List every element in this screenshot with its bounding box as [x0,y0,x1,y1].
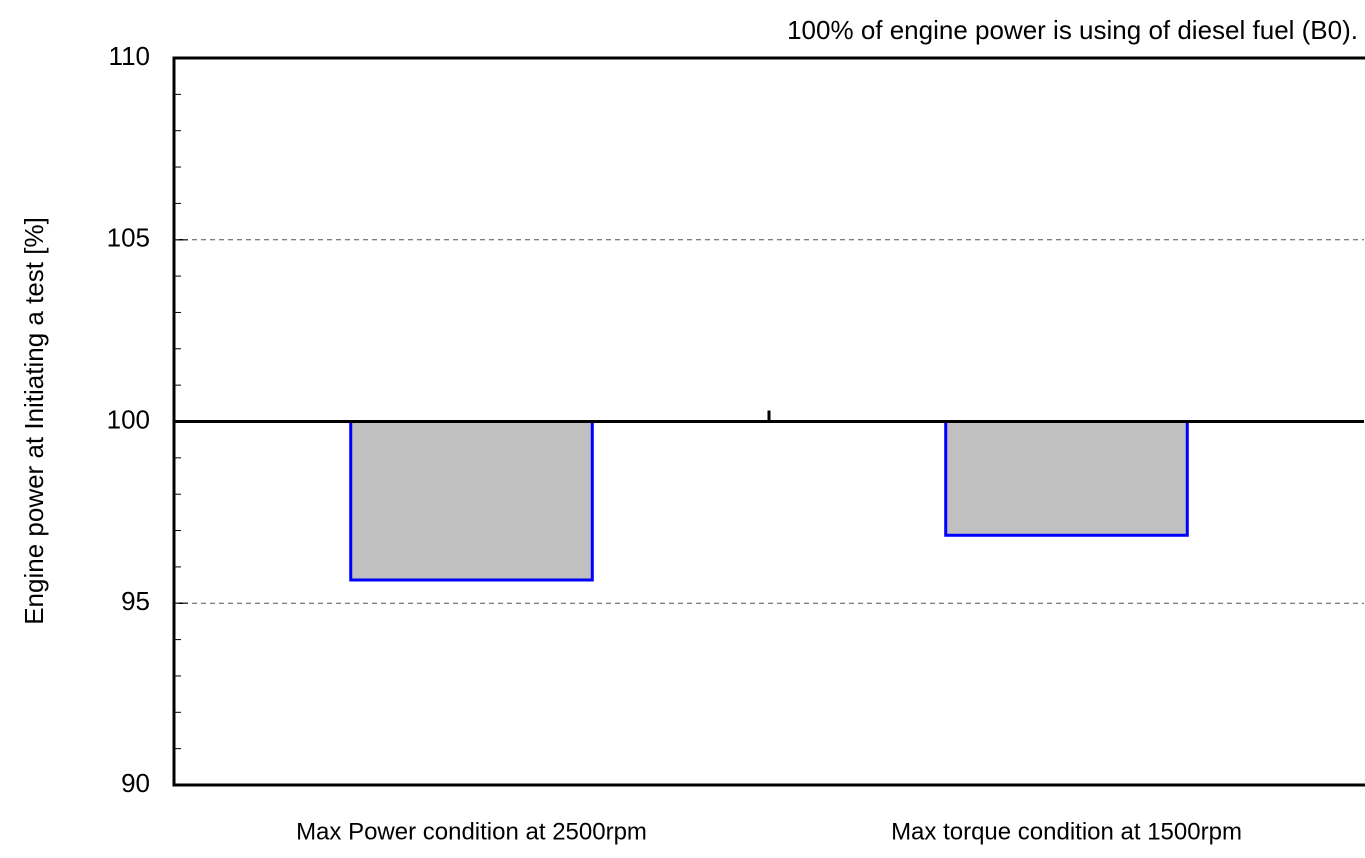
y-tick-label: 100 [107,404,150,434]
y-tick-label: 90 [121,768,150,798]
plot-frame [172,56,1365,787]
y-tick-label: 110 [109,41,150,71]
annotation: 100% of engine power is using of diesel … [787,15,1358,45]
y-tick-label: 95 [121,586,150,616]
y-axis-label: Engine power at Initiating a test [%] [19,217,49,625]
bar [944,420,1189,537]
x-tick-label: Max torque condition at 1500rpm [891,818,1242,845]
x-tick-label: Max Power condition at 2500rpm [296,818,647,845]
bar [349,420,594,582]
y-tick-label: 105 [107,223,150,253]
